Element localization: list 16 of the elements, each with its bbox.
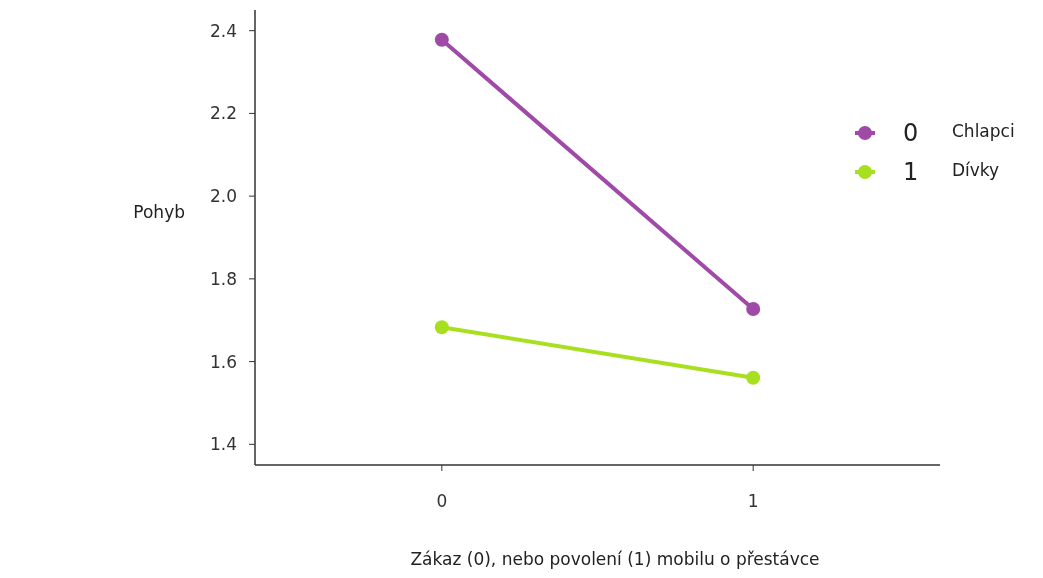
y-tick-label: 1.4 <box>209 434 237 455</box>
x-axis-title: Zákaz (0), nebo povolení (1) mobilu o přestávce <box>410 549 820 569</box>
legend-label: 1 <box>903 158 919 187</box>
point <box>434 32 449 47</box>
point <box>746 370 761 385</box>
point <box>746 302 761 317</box>
y-tick-label: 1.6 <box>209 351 237 372</box>
text: Dívky <box>952 159 1000 180</box>
y-tick-label: 2.0 <box>209 186 237 207</box>
y-axis-title: Pohyb <box>133 202 185 222</box>
y-tick-label: 2.4 <box>209 20 237 41</box>
y-tick-label: 1.8 <box>209 268 237 289</box>
point <box>434 320 449 335</box>
legend-label: 0 <box>903 119 919 148</box>
y-tick-label: 2.2 <box>209 103 237 124</box>
text: Chlapci <box>952 120 1015 141</box>
